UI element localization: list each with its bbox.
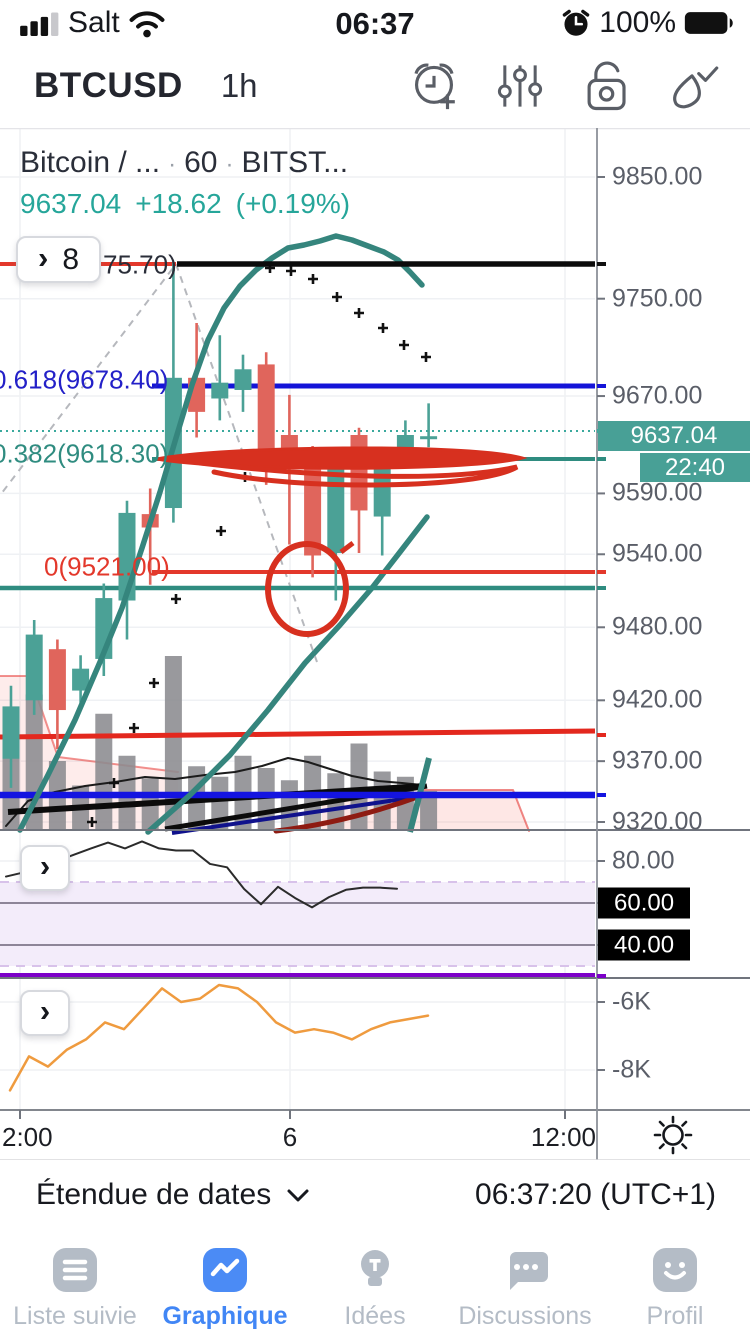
watchlist-icon bbox=[53, 1248, 97, 1292]
discussions-icon bbox=[510, 1252, 548, 1290]
ideas-icon bbox=[361, 1250, 389, 1286]
price-axis-label: 9540.00 bbox=[612, 539, 703, 568]
alarm-add-icon bbox=[414, 63, 455, 110]
bar-countdown-badge: 22:40 bbox=[640, 453, 750, 482]
tab-label: Discussions bbox=[458, 1302, 592, 1330]
fib-level-label: 0.382(9618.30) bbox=[0, 438, 169, 469]
indicators-button[interactable] bbox=[492, 58, 548, 114]
price-axis-label: 9320.00 bbox=[612, 807, 703, 836]
tab-bar: Liste suivie Graphique Idées Discussio bbox=[0, 1236, 750, 1334]
tab-discussions[interactable]: Discussions bbox=[450, 1236, 600, 1334]
chevron-down-icon bbox=[287, 1189, 309, 1202]
chart-header: BTCUSD 1h bbox=[0, 44, 750, 128]
symbol-title[interactable]: BTCUSD bbox=[34, 66, 183, 105]
tab-profil[interactable]: Profil bbox=[600, 1236, 750, 1334]
add-alert-button[interactable] bbox=[406, 58, 462, 114]
oscillator-axis-label: -8K bbox=[612, 1055, 651, 1084]
objects-count: 8 bbox=[62, 242, 79, 276]
tab-label: Liste suivie bbox=[13, 1302, 137, 1330]
price-axis-label: 9670.00 bbox=[612, 381, 703, 410]
fib-level-label: 0(9521.00) bbox=[44, 551, 170, 582]
rsi-axis-badge: 40.00 bbox=[598, 929, 691, 961]
tab-label: Profil bbox=[646, 1302, 704, 1330]
rsi-axis-badge: 60.00 bbox=[598, 887, 691, 919]
status-bar: Salt 06:37 100% bbox=[0, 0, 750, 44]
chevron-right-icon: › bbox=[39, 993, 51, 1028]
rsi-axis-label: 80.00 bbox=[612, 846, 675, 875]
sun-icon bbox=[653, 1115, 693, 1155]
chevron-right-icon: › bbox=[37, 239, 49, 275]
time-axis-label: 12:00 bbox=[530, 1122, 596, 1152]
chevron-right-icon: › bbox=[39, 848, 51, 883]
signal-strength-icon bbox=[20, 11, 59, 36]
sliders-icon bbox=[497, 65, 543, 107]
legend-last-price: 9637.04 bbox=[20, 188, 122, 219]
tab-label: Graphique bbox=[162, 1302, 288, 1330]
lock-drawings-button[interactable] bbox=[578, 58, 634, 114]
wifi-icon bbox=[129, 10, 165, 37]
date-range-label: Étendue de dates bbox=[36, 1178, 272, 1211]
alarm-status-icon bbox=[562, 9, 590, 36]
legend-exchange: BITST... bbox=[241, 146, 349, 179]
price-axis-label: 9590.00 bbox=[612, 478, 703, 507]
legend-price-row: 9637.04 +18.62 (+0.19%) bbox=[20, 188, 364, 220]
tab-graphique[interactable]: Graphique bbox=[150, 1236, 300, 1334]
tab-liste-suivie[interactable]: Liste suivie bbox=[0, 1236, 150, 1334]
price-axis-label: 9480.00 bbox=[612, 612, 703, 641]
time-axis-label: 6 bbox=[282, 1122, 298, 1152]
date-range-button[interactable]: Étendue de dates bbox=[36, 1178, 311, 1212]
price-axis-label: 9850.00 bbox=[612, 162, 703, 191]
objects-tree-button[interactable]: › 8 bbox=[16, 236, 101, 283]
tab-label: Idées bbox=[344, 1302, 406, 1330]
profile-icon bbox=[653, 1248, 697, 1292]
drawing-tools-button[interactable] bbox=[664, 58, 720, 114]
oscillator-panel-expand-button[interactable]: › bbox=[20, 990, 70, 1036]
theme-toggle-button[interactable] bbox=[650, 1112, 696, 1158]
legend-change-pct: (+0.19%) bbox=[235, 188, 351, 219]
tab-idees[interactable]: Idées bbox=[300, 1236, 450, 1334]
chart-icon bbox=[203, 1248, 247, 1292]
status-time: 06:37 bbox=[335, 6, 415, 41]
current-price-badge: 9637.04 bbox=[598, 421, 750, 451]
battery-percent: 100% bbox=[599, 6, 676, 39]
legend-change: +18.62 bbox=[135, 188, 222, 219]
legend-title-row[interactable]: Bitcoin / ... · 60 · BITST... bbox=[20, 146, 348, 180]
interval-selector[interactable]: 1h bbox=[220, 67, 258, 104]
price-axis-label: 9420.00 bbox=[612, 685, 703, 714]
separator-dot: · bbox=[168, 151, 177, 178]
brush-check-icon bbox=[673, 66, 719, 109]
battery-icon bbox=[684, 12, 733, 34]
current-time-label: 06:37:20 (UTC+1) bbox=[475, 1178, 716, 1211]
separator-dot: · bbox=[225, 151, 234, 178]
carrier-label: Salt bbox=[68, 6, 120, 39]
legend-resolution: 60 bbox=[184, 146, 218, 179]
time-axis-label: 2:00 bbox=[2, 1122, 53, 1152]
lock-open-icon bbox=[587, 61, 626, 111]
rsi-panel-expand-button[interactable]: › bbox=[20, 845, 70, 891]
fib-level-label: 0.618(9678.40) bbox=[0, 364, 169, 395]
legend-symbol: Bitcoin / ... bbox=[20, 146, 161, 179]
bottom-toolbar: Étendue de dates 06:37:20 (UTC+1) bbox=[0, 1160, 750, 1236]
price-axis-label: 9370.00 bbox=[612, 746, 703, 775]
oscillator-axis-label: -6K bbox=[612, 987, 651, 1016]
fib-level-label: 75.70) bbox=[103, 249, 177, 280]
price-axis-label: 9750.00 bbox=[612, 284, 703, 313]
